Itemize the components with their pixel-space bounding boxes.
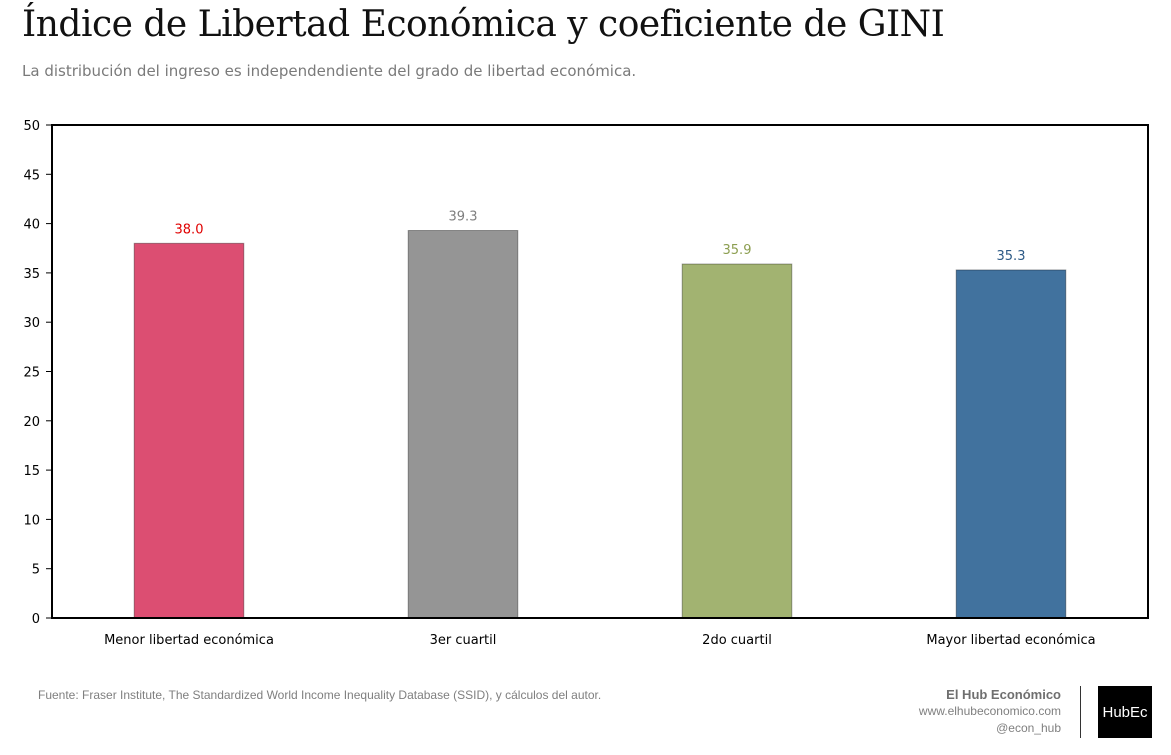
y-tick-label: 50 — [23, 119, 40, 134]
bar — [133, 242, 245, 619]
brand-name: El Hub Económico — [946, 687, 1061, 702]
y-tick-label: 25 — [23, 366, 40, 381]
chart-subtitle: La distribución del ingreso es independe… — [22, 62, 637, 80]
source-note: Fuente: Fraser Institute, The Standardiz… — [38, 688, 602, 702]
bar — [955, 269, 1067, 619]
y-tick-label: 10 — [23, 513, 40, 528]
data-label: 38.0 — [175, 222, 204, 237]
brand-url: www.elhubeconomico.com — [918, 704, 1061, 718]
data-label: 35.3 — [997, 249, 1026, 264]
data-label: 39.3 — [449, 210, 478, 225]
chart-title: Índice de Libertad Económica y coeficien… — [22, 4, 945, 45]
plot-frame — [51, 124, 1149, 619]
y-tick-label: 35 — [23, 267, 40, 282]
brand-handle: @econ_hub — [996, 721, 1061, 735]
y-tick-label: 20 — [23, 415, 40, 430]
y-tick-label: 5 — [32, 563, 40, 578]
data-label: 35.9 — [723, 243, 752, 258]
hubec-logo: HubEc — [1098, 686, 1152, 738]
brand-block: El Hub Económico www.elhubeconomico.com … — [919, 686, 1061, 737]
x-category-label: Menor libertad económica — [104, 633, 274, 648]
y-tick-label: 40 — [23, 218, 40, 233]
bar — [681, 263, 793, 619]
x-category-label: 3er cuartil — [430, 633, 497, 648]
y-tick-label: 15 — [23, 464, 40, 479]
y-tick-label: 30 — [23, 316, 40, 331]
x-category-label: Mayor libertad económica — [926, 633, 1095, 648]
bar — [407, 230, 519, 619]
y-tick-label: 45 — [23, 168, 40, 183]
footer-divider — [1080, 686, 1081, 738]
y-tick-label: 0 — [32, 612, 40, 627]
x-category-label: 2do cuartil — [702, 633, 772, 648]
bar-chart: 0 5 10 15 20 25 30 35 40 45 50 38.0 39.3 35.9 35.3 Me… — [23, 119, 1149, 648]
